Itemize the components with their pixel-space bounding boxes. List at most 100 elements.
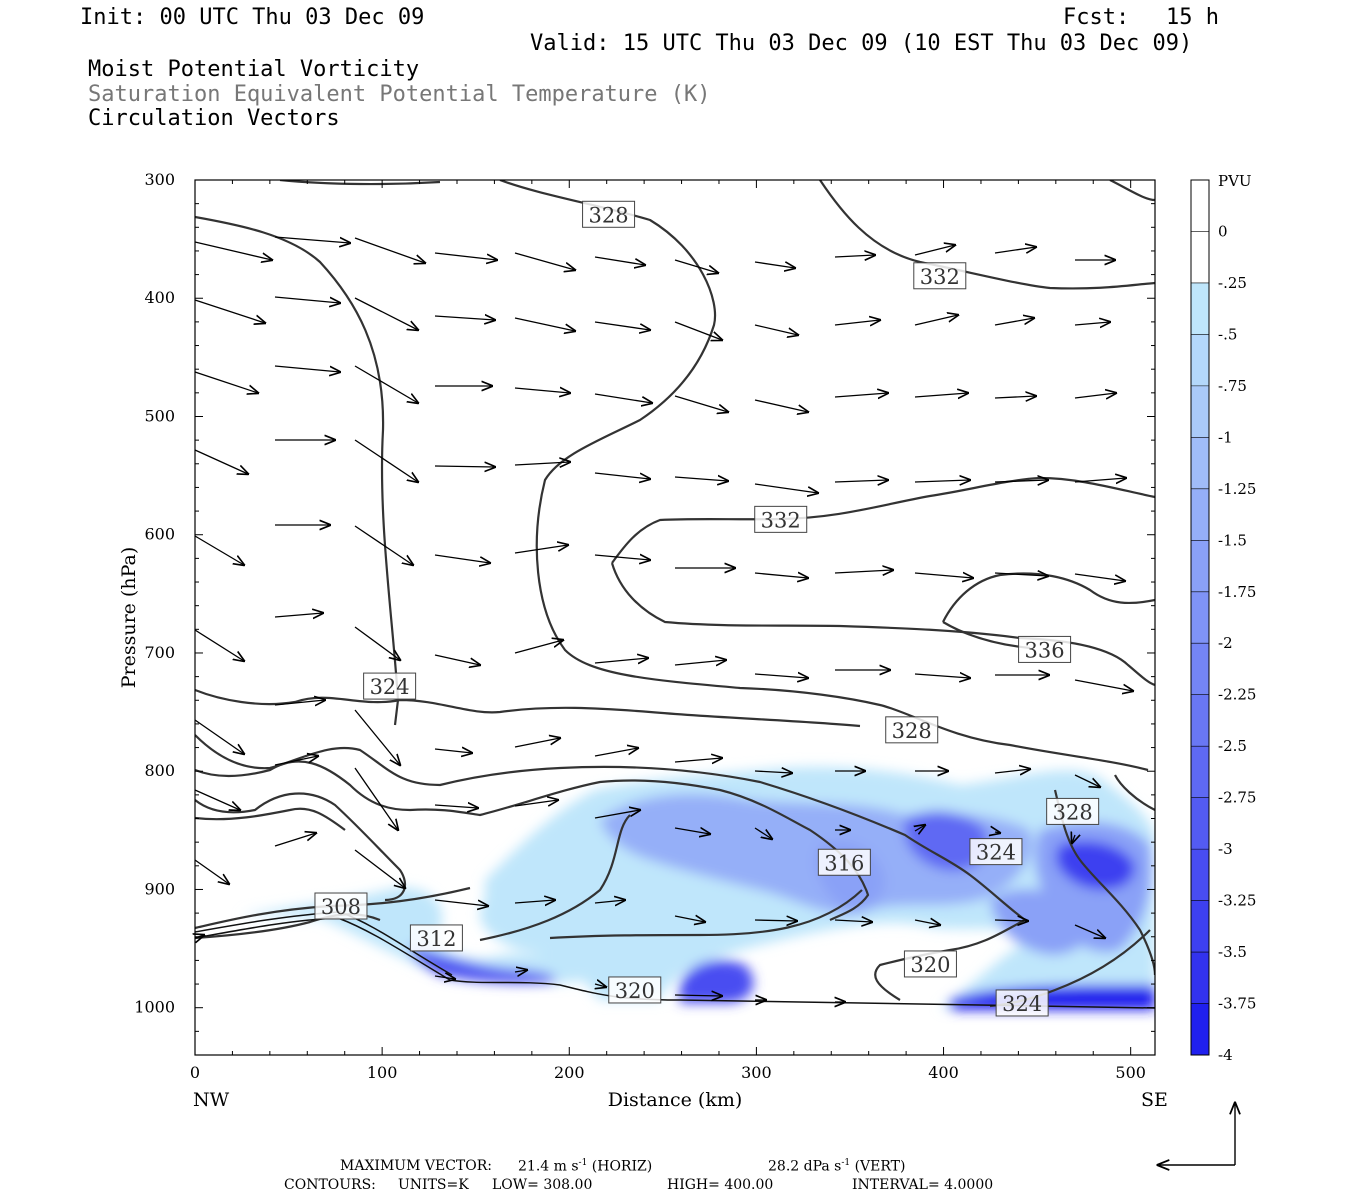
colorbar-label: -3.5 — [1218, 943, 1247, 961]
x-endpoint-se: SE — [1141, 1089, 1168, 1111]
contour-label-text: 332 — [920, 265, 960, 289]
y-tick-label: 500 — [144, 406, 175, 425]
x-tick-label: 0 — [190, 1063, 200, 1082]
circulation-vector — [434, 252, 497, 260]
circulation-vector — [274, 236, 350, 243]
circulation-vector — [994, 480, 1048, 482]
colorbar-swatch — [1191, 849, 1209, 902]
colorbar-label: -.25 — [1218, 274, 1247, 292]
colorbar-swatch — [1191, 437, 1209, 490]
max-vector-vert: 28.2 dPa s-1 (VERT) — [768, 1158, 906, 1175]
colorbar-swatch — [1191, 488, 1209, 541]
circulation-vector — [514, 900, 555, 903]
circulation-vector — [595, 984, 606, 987]
field-title-theta-es: Saturation Equivalent Potential Temperat… — [88, 82, 711, 107]
circulation-vector — [1074, 774, 1100, 787]
circulation-vector — [754, 827, 772, 839]
colorbar-swatch — [1191, 952, 1209, 1005]
colorbar-label: -1.25 — [1218, 480, 1256, 498]
x-endpoint-nw: NW — [193, 1089, 230, 1111]
circulation-vector — [434, 976, 455, 979]
contour-label-text: 316 — [824, 851, 864, 875]
colorbar-swatch — [1191, 282, 1209, 335]
circulation-vector — [514, 462, 570, 465]
circulation-vector — [354, 626, 400, 660]
circulation-vector — [194, 371, 258, 393]
forecast-label: Fcst: — [1063, 5, 1130, 30]
circulation-vector — [194, 535, 244, 565]
contour-label-text: 324 — [1002, 992, 1042, 1016]
circulation-vector — [834, 920, 872, 922]
contour-label-box — [409, 924, 463, 952]
pv-colorbar: PVU 0 -.25 -.5 -.75 -1 -1.25 -1.5 -1.75 -2 -2.25 -2… — [1190, 172, 1256, 1064]
circulation-vector — [194, 449, 248, 474]
contour-label-text: 332 — [761, 508, 801, 532]
circulation-vector — [274, 296, 340, 303]
contour-label-text: 336 — [1025, 638, 1065, 662]
circulation-vector — [354, 709, 400, 765]
circulation-vector — [1074, 322, 1110, 325]
contour-label-text: 320 — [910, 953, 950, 977]
contour-label: 328 — [582, 200, 636, 228]
circulation-vector — [1072, 835, 1075, 843]
init-time: Init: 00 UTC Thu 03 Dec 09 — [80, 5, 425, 30]
max-vector-vert-exp: -1 — [841, 1158, 851, 1168]
y-tick-label: 800 — [144, 761, 175, 780]
colorbar-swatch — [1191, 385, 1209, 438]
circulation-vector — [594, 748, 638, 757]
circulation-vector — [594, 658, 648, 663]
contour-label: 336 — [1018, 635, 1072, 663]
contour-label-box — [314, 892, 368, 920]
colorbar-label: 0 — [1218, 222, 1228, 240]
contour-label-box — [1018, 635, 1072, 663]
contour-lines — [195, 180, 1155, 1008]
colorbar-swatch — [1191, 746, 1209, 799]
circulation-vector — [434, 654, 480, 665]
circulation-vector — [274, 833, 316, 847]
colorbar-unit: PVU — [1218, 172, 1252, 190]
circulation-vector — [674, 758, 722, 762]
circulation-vector — [674, 395, 728, 412]
contour-label-box — [582, 200, 636, 228]
max-vector-label: MAXIMUM VECTOR: — [340, 1158, 492, 1174]
contour-label: 332 — [754, 505, 808, 533]
circulation-vector — [834, 255, 875, 257]
circulation-vector — [354, 237, 425, 263]
colorbar-swatch — [1191, 797, 1209, 850]
colorbar-swatch — [1191, 334, 1209, 387]
colorbar-label: -1.5 — [1218, 531, 1247, 549]
field-title-mpv: Moist Potential Vorticity — [88, 57, 420, 82]
contour-label-text: 312 — [416, 927, 456, 951]
contours-high: HIGH= 400.00 — [667, 1177, 774, 1193]
circulation-vector — [914, 480, 970, 482]
circulation-vector — [194, 629, 244, 661]
x-axis-label: Distance (km) — [608, 1089, 743, 1111]
circulation-vector — [514, 252, 575, 270]
circulation-vector — [914, 674, 970, 678]
colorbar-label: -3.25 — [1218, 892, 1256, 910]
circulation-vector — [274, 756, 318, 766]
circulation-vector — [514, 970, 527, 972]
contour-label-box — [903, 950, 957, 978]
circulation-vector — [995, 832, 1000, 833]
x-tick-label: 400 — [928, 1063, 959, 1082]
colorbar-swatch — [1191, 900, 1209, 953]
circulation-vector — [754, 262, 795, 268]
contours-units: UNITS=K — [398, 1177, 469, 1193]
colorbar-label: -1.75 — [1218, 583, 1256, 601]
contour-label: 320 — [608, 976, 662, 1004]
circulation-vector — [194, 859, 229, 884]
circulation-vector — [754, 483, 818, 493]
y-tick-label: 900 — [144, 879, 175, 898]
circulation-vector — [834, 570, 893, 573]
colorbar-swatch — [1191, 180, 1209, 232]
circulation-vector — [914, 573, 973, 578]
x-tick-label: 200 — [554, 1063, 585, 1082]
colorbar-swatch — [1191, 231, 1209, 284]
valid-time: Valid: 15 UTC Thu 03 Dec 09 (10 EST Thu … — [530, 31, 1193, 56]
circulation-vector — [994, 318, 1034, 326]
contour-label-box — [913, 262, 967, 290]
contour-label: 312 — [409, 924, 463, 952]
contour-labels: 328 332 332 336 324 328 328 324 316 308 312 320 320 3… — [314, 200, 1100, 1017]
